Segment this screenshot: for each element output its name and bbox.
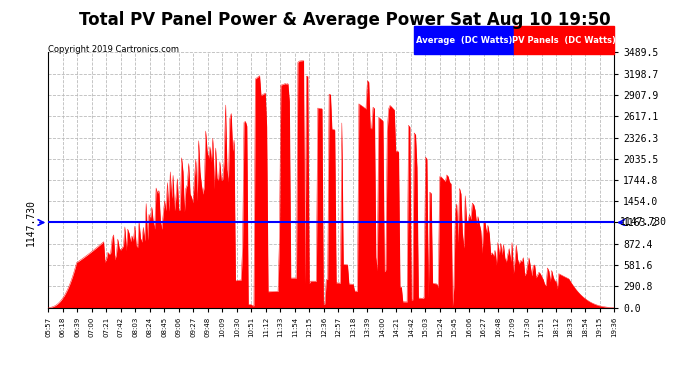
Text: 1147.730: 1147.730 xyxy=(26,199,37,246)
Text: Average  (DC Watts): Average (DC Watts) xyxy=(416,36,512,45)
Bar xyxy=(514,26,614,54)
Text: PV Panels  (DC Watts): PV Panels (DC Watts) xyxy=(512,36,616,45)
Bar xyxy=(414,26,514,54)
Text: Total PV Panel Power & Average Power Sat Aug 10 19:50: Total PV Panel Power & Average Power Sat… xyxy=(79,11,611,29)
Text: Copyright 2019 Cartronics.com: Copyright 2019 Cartronics.com xyxy=(48,45,179,54)
Text: 1147.730: 1147.730 xyxy=(620,217,667,228)
